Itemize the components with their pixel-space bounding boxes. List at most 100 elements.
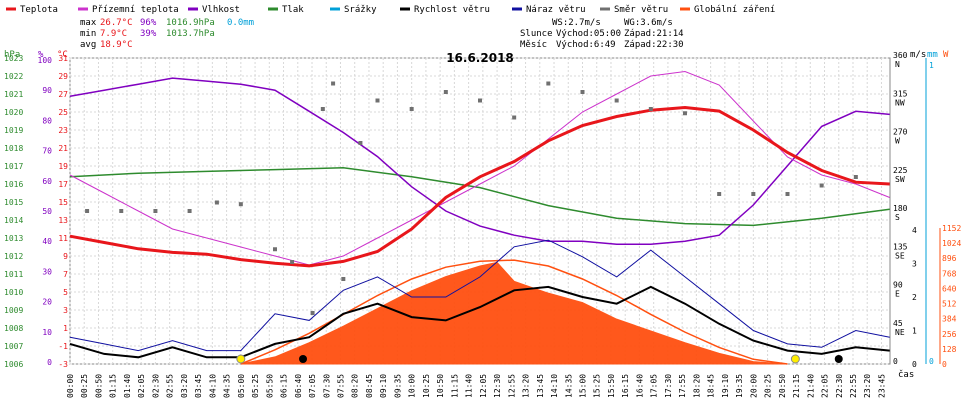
wind-direction-point	[85, 209, 90, 213]
hpa-tick-label: 1016	[4, 180, 23, 189]
wind-dir-compass-label: SE	[895, 251, 905, 260]
time-tick-label: 22:55	[849, 374, 858, 398]
temp-tick-label: 27	[58, 90, 68, 99]
gust-line	[69, 239, 890, 352]
legend-label: Náraz větru	[526, 5, 586, 15]
pct-tick-label: 90	[42, 86, 52, 95]
time-tick-label: 21:15	[792, 374, 801, 398]
pct-tick-label: 30	[42, 267, 52, 276]
temp-tick-label: 11	[58, 234, 68, 243]
time-tick-label: 17:05	[650, 374, 659, 398]
stat-value: 96%	[140, 18, 157, 28]
temp-tick-label: -1	[58, 342, 68, 351]
wind-speed-avg: WS:2.7m/s	[552, 18, 601, 28]
wind-direction-point	[580, 90, 585, 94]
moonset-time: Západ:22:30	[624, 40, 684, 50]
wind-dir-tick-label: 360	[893, 51, 908, 60]
time-tick-label: 18:20	[692, 374, 701, 398]
wind-speed-tick-label: 3	[912, 260, 917, 269]
wind-direction-point	[409, 107, 414, 111]
time-tick-label: 04:10	[208, 374, 217, 398]
hpa-tick-label: 1019	[4, 126, 23, 135]
time-tick-label: 05:25	[251, 374, 260, 398]
pct-tick-label: 10	[42, 328, 52, 337]
pct-tick-label: 0	[47, 358, 52, 367]
hpa-tick-label: 1008	[4, 324, 23, 333]
sunrise-marker	[236, 354, 246, 364]
wind-direction-point	[819, 183, 824, 188]
time-tick-label: 17:55	[678, 374, 687, 398]
time-tick-label: 15:00	[579, 374, 588, 398]
humidity-line	[69, 77, 890, 245]
time-tick-label: 13:45	[536, 374, 545, 398]
wind-direction-point	[614, 98, 619, 103]
moonrise-time: Východ:6:49	[556, 40, 616, 50]
wind-direction-point	[443, 90, 448, 94]
hpa-tick-label: 1012	[4, 252, 23, 261]
wind-direction-point	[717, 192, 722, 196]
stat-value: 39%	[140, 29, 157, 39]
moonrise-marker	[299, 355, 308, 363]
wind-dir-compass-label: N	[895, 60, 900, 69]
wind-dir-tick-label: 135	[893, 242, 908, 251]
wind-speed-tick-label: 2	[912, 293, 917, 302]
time-tick-label: 19:10	[721, 374, 730, 398]
time-tick-label: 07:55	[336, 374, 345, 398]
temp-tick-label: 31	[58, 54, 68, 63]
temp-unit: °C	[57, 50, 68, 60]
pct-tick-label: 100	[38, 56, 53, 65]
time-tick-label: 22:30	[835, 374, 844, 398]
sunset-time: Západ:21:14	[624, 29, 684, 39]
wind-direction-point	[153, 209, 158, 213]
wind-gust-avg: WG:3.6m/s	[624, 18, 673, 28]
temp-tick-label: 5	[63, 288, 68, 297]
time-tick-label: 14:10	[550, 374, 559, 398]
hpa-tick-label: 1015	[4, 198, 23, 207]
time-tick-label: 07:05	[308, 374, 317, 398]
radiation-tick-label: 128	[942, 345, 957, 354]
temp-tick-label: 23	[58, 126, 68, 135]
time-tick-label: 00:25	[80, 374, 89, 398]
rain-tick-label: 1	[929, 61, 934, 70]
time-tick-label: 10:00	[408, 374, 417, 398]
legend-label: Srážky	[344, 5, 377, 15]
time-tick-label: 07:30	[322, 374, 331, 398]
time-tick-label: 20:50	[778, 374, 787, 398]
stat-value: 1016.9hPa	[166, 18, 215, 28]
sunset-marker	[790, 354, 800, 364]
time-tick-label: 23:45	[877, 374, 886, 398]
rain-tick-label: 0	[929, 357, 934, 366]
legend-label: Globální záření	[694, 5, 775, 15]
hpa-tick-label: 1021	[4, 90, 23, 99]
legend-label: Tlak	[282, 5, 304, 15]
wind-direction-point	[751, 192, 756, 196]
time-axis-label: čas	[898, 369, 914, 380]
time-tick-label: 06:15	[280, 374, 289, 398]
time-tick-label: 00:50	[94, 374, 103, 398]
wind-direction-point	[785, 192, 790, 196]
radiation-tick-label: 768	[942, 269, 957, 278]
time-tick-label: 19:35	[735, 374, 744, 398]
time-tick-label: 09:10	[379, 374, 388, 398]
wind-direction-point	[310, 311, 315, 315]
time-tick-label: 12:05	[479, 374, 488, 398]
stat-value: 26.7°C	[100, 18, 133, 28]
time-tick-label: 18:45	[707, 374, 716, 398]
hpa-tick-label: 1006	[4, 360, 23, 369]
temp-tick-label: 17	[58, 180, 68, 189]
wind-dir-tick-label: 270	[893, 128, 908, 137]
wind-direction-point	[546, 81, 551, 86]
wind-speed-tick-label: 4	[912, 226, 917, 235]
hpa-tick-label: 1011	[4, 270, 23, 279]
legend-label: Rychlost větru	[414, 5, 490, 15]
wind-direction-point	[331, 81, 336, 86]
temp-tick-label: 25	[58, 108, 68, 117]
hpa-tick-label: 1022	[4, 72, 23, 81]
temp-tick-label: 1	[63, 324, 68, 333]
time-tick-label: 17:30	[664, 374, 673, 398]
radiation-tick-label: 256	[942, 330, 957, 339]
time-tick-label: 05:50	[265, 374, 274, 398]
time-tick-label: 13:20	[522, 374, 531, 398]
time-tick-label: 11:15	[450, 374, 459, 398]
